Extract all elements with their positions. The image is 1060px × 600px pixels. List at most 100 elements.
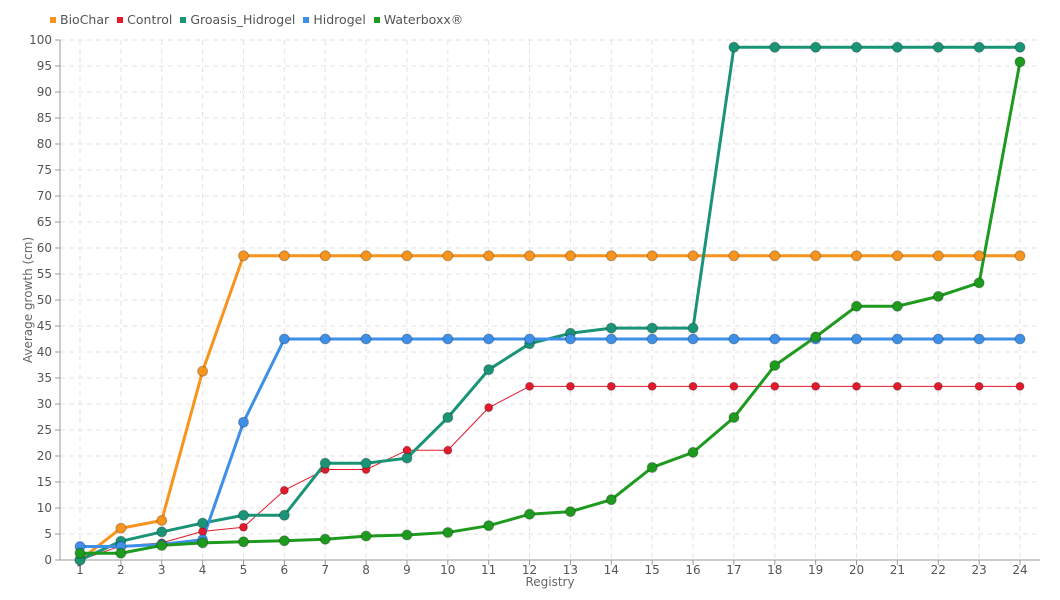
data-point: [483, 364, 495, 376]
y-tick-label: 60: [37, 241, 52, 255]
chart-legend: BioChar Control Groasis_Hidrogel Hidroge…: [50, 12, 463, 27]
data-point: [973, 250, 985, 262]
data-point: [360, 333, 372, 345]
data-point: [687, 322, 699, 334]
series-line-3: [80, 337, 1020, 548]
data-point: [442, 412, 454, 424]
legend-swatch-control: [117, 16, 124, 23]
data-point: [564, 506, 576, 518]
data-point: [197, 517, 209, 529]
x-tick-label: 13: [563, 563, 578, 577]
data-point: [606, 381, 616, 391]
data-point: [810, 250, 822, 262]
x-tick-label: 3: [158, 563, 166, 577]
data-point: [565, 381, 575, 391]
x-tick-label: 18: [767, 563, 782, 577]
data-point: [810, 41, 822, 53]
data-point: [278, 333, 290, 345]
data-point: [646, 333, 658, 345]
data-point: [278, 535, 290, 547]
data-point: [769, 333, 781, 345]
data-point: [851, 250, 863, 262]
data-point: [156, 514, 168, 526]
data-point: [892, 381, 902, 391]
x-tick-label: 10: [440, 563, 455, 577]
data-point: [442, 250, 454, 262]
data-point: [647, 381, 657, 391]
data-point: [605, 250, 617, 262]
data-point: [319, 333, 331, 345]
data-point: [1014, 250, 1026, 262]
data-point: [278, 250, 290, 262]
data-point: [605, 494, 617, 506]
data-point: [564, 333, 576, 345]
x-tick-label: 11: [481, 563, 496, 577]
y-tick-label: 55: [37, 267, 52, 281]
legend-item-hidrogel[interactable]: Hidrogel: [303, 12, 366, 27]
y-tick-label: 25: [37, 423, 52, 437]
data-point: [319, 533, 331, 545]
data-point: [852, 381, 862, 391]
legend-label: Waterboxx®: [383, 12, 464, 27]
data-point: [605, 333, 617, 345]
y-tick-label: 75: [37, 163, 52, 177]
data-point: [932, 290, 944, 302]
legend-item-control[interactable]: Control: [117, 12, 172, 27]
data-point: [728, 250, 740, 262]
data-point: [483, 333, 495, 345]
x-tick-label: 9: [403, 563, 411, 577]
data-point: [401, 250, 413, 262]
data-point: [237, 536, 249, 548]
data-point: [851, 300, 863, 312]
grid-lines: [60, 39, 1040, 560]
legend-swatch-groasis-hidrogel: [180, 16, 187, 23]
data-point: [932, 250, 944, 262]
y-tick-label: 100: [29, 33, 52, 47]
data-point: [484, 403, 494, 413]
data-point: [932, 41, 944, 53]
data-point: [810, 331, 822, 343]
x-tick-label: 19: [808, 563, 823, 577]
legend-item-biochar[interactable]: BioChar: [50, 12, 109, 27]
y-axis-title: Average growth (cm): [21, 237, 35, 363]
data-point: [891, 41, 903, 53]
data-point: [769, 41, 781, 53]
legend-item-groasis-hidrogel[interactable]: Groasis_Hidrogel: [180, 12, 295, 27]
data-point: [524, 508, 536, 520]
legend-item-waterboxx[interactable]: Waterboxx®: [373, 12, 464, 27]
data-point: [524, 333, 536, 345]
data-point: [238, 522, 248, 532]
data-point: [932, 333, 944, 345]
data-point: [401, 333, 413, 345]
data-point: [770, 381, 780, 391]
x-tick-label: 16: [685, 563, 700, 577]
data-point: [115, 522, 127, 534]
legend-label: Hidrogel: [313, 12, 366, 27]
series-line-0: [79, 254, 1020, 562]
y-tick-label: 35: [37, 371, 52, 385]
data-point: [483, 520, 495, 532]
data-point: [687, 250, 699, 262]
data-point: [646, 322, 658, 334]
data-point: [156, 539, 168, 551]
y-tick-label: 65: [37, 215, 52, 229]
data-point: [851, 41, 863, 53]
x-tick-label: 14: [604, 563, 619, 577]
y-tick-label: 45: [37, 319, 52, 333]
data-point: [483, 250, 495, 262]
y-tick-label: 90: [37, 85, 52, 99]
data-point: [360, 530, 372, 542]
data-point: [442, 526, 454, 538]
data-point: [319, 457, 331, 469]
x-tick-label: 12: [522, 563, 537, 577]
legend-label: BioChar: [60, 12, 110, 27]
series-line-4: [80, 61, 1022, 555]
data-point: [973, 41, 985, 53]
x-tick-label: 22: [931, 563, 946, 577]
data-point: [360, 250, 372, 262]
data-point: [278, 509, 290, 521]
tick-labels: 0510152025303540455055606570758085909510…: [29, 33, 1028, 577]
data-point: [687, 446, 699, 458]
series-line-1: [79, 385, 1020, 561]
y-tick-label: 20: [37, 449, 52, 463]
